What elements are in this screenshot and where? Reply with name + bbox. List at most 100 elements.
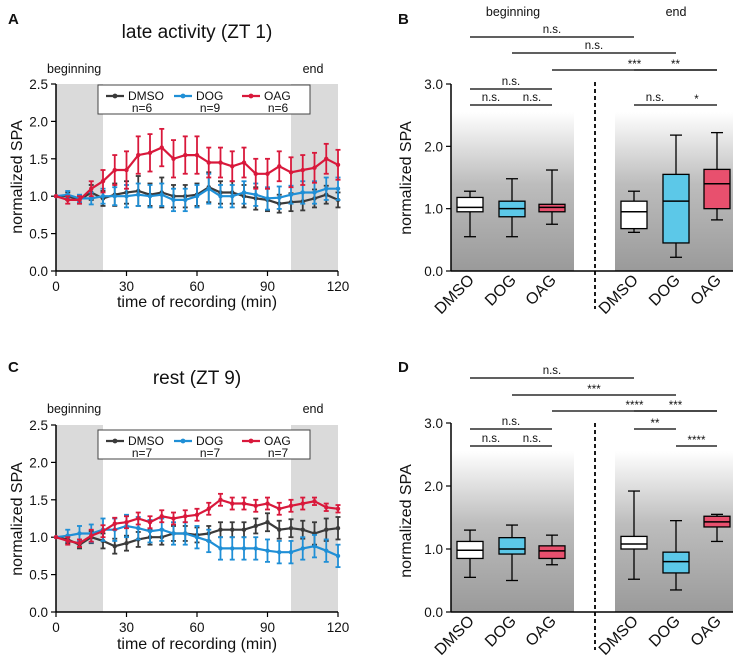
significance-label: * bbox=[694, 94, 699, 106]
y-tick-label: 2.0 bbox=[29, 114, 48, 129]
panel-c-end-label: end bbox=[303, 402, 324, 416]
data-point bbox=[194, 194, 200, 199]
data-point bbox=[241, 501, 247, 506]
data-point bbox=[112, 194, 117, 199]
significance-label: ** bbox=[651, 418, 660, 430]
box-iqr bbox=[538, 545, 566, 560]
box-iqr bbox=[620, 200, 648, 230]
data-point bbox=[159, 514, 164, 519]
data-point bbox=[53, 535, 59, 540]
data-point bbox=[159, 527, 164, 532]
panel-a: A late activity (ZT 1) beginning end nor… bbox=[8, 11, 349, 311]
data-point bbox=[206, 160, 211, 165]
panel-c-ylabel: normalized SPA bbox=[9, 462, 26, 576]
series-dog bbox=[53, 172, 341, 213]
x-tick-label: 90 bbox=[260, 279, 275, 294]
legend-n-dog: n=9 bbox=[200, 101, 221, 115]
y-tick-label: 0.0 bbox=[29, 605, 48, 620]
data-point bbox=[112, 167, 117, 173]
significance-label: n.s. bbox=[543, 365, 562, 377]
data-point bbox=[136, 152, 141, 158]
data-point bbox=[77, 531, 82, 536]
panel-c-beginning-label: beginning bbox=[47, 402, 101, 416]
significance-label: n.s. bbox=[502, 416, 521, 428]
category-label: OAG bbox=[688, 272, 725, 309]
data-point bbox=[324, 156, 329, 161]
data-point bbox=[194, 512, 200, 517]
category-label: DMSO bbox=[596, 272, 642, 318]
box-end-oag bbox=[703, 513, 731, 543]
box-end-dmso bbox=[620, 190, 648, 234]
box-beginning-oag bbox=[538, 534, 566, 566]
data-point bbox=[147, 529, 153, 534]
panel-c-xlabel: time of recording (min) bbox=[117, 636, 277, 653]
significance-label: *** bbox=[587, 384, 601, 396]
panel-a-letter: A bbox=[8, 11, 19, 28]
data-point bbox=[335, 506, 341, 511]
category-label: OAG bbox=[523, 272, 560, 309]
data-point bbox=[241, 190, 247, 195]
data-point bbox=[230, 194, 235, 199]
data-point bbox=[312, 165, 317, 170]
data-point bbox=[136, 516, 141, 521]
box-iqr bbox=[498, 537, 526, 555]
y-tick-label: 1.5 bbox=[29, 493, 48, 508]
data-point bbox=[100, 179, 106, 184]
data-point bbox=[124, 520, 129, 525]
y-tick-label: 0.0 bbox=[29, 264, 48, 279]
data-point bbox=[288, 526, 294, 531]
data-point bbox=[265, 548, 270, 553]
data-point bbox=[183, 197, 188, 203]
shaded-region bbox=[56, 425, 103, 612]
panel-c-plot: 0.00.51.01.52.02.50 30 60 90 120DMSOn=7DOGn=… bbox=[29, 418, 349, 635]
data-point bbox=[136, 526, 141, 531]
significance-label: n.s. bbox=[482, 433, 501, 445]
legend-marker bbox=[180, 93, 186, 99]
y-tick-label: 1.5 bbox=[29, 152, 48, 167]
series-oag bbox=[53, 127, 341, 205]
legend-n-oag: n=6 bbox=[268, 101, 289, 115]
y-tick-label: 0.0 bbox=[424, 605, 443, 620]
legend-box bbox=[97, 84, 311, 115]
box-end-dog bbox=[662, 134, 690, 258]
data-point bbox=[324, 505, 329, 510]
x-tick-label: 60 bbox=[189, 620, 204, 635]
data-point bbox=[230, 527, 235, 532]
data-point bbox=[124, 194, 129, 199]
data-point bbox=[288, 549, 294, 555]
data-point bbox=[288, 503, 294, 508]
data-point bbox=[171, 516, 176, 521]
data-point bbox=[147, 520, 153, 525]
legend-label-oag: OAG bbox=[264, 434, 291, 448]
y-tick-label: 2.5 bbox=[29, 77, 48, 92]
data-point bbox=[218, 497, 223, 502]
category-label: DOG bbox=[482, 272, 520, 310]
data-point bbox=[300, 546, 305, 551]
data-point bbox=[171, 197, 176, 203]
box-iqr bbox=[662, 173, 690, 244]
y-tick-label: 0.0 bbox=[424, 264, 443, 279]
y-tick-label: 2.5 bbox=[29, 418, 48, 433]
significance-label: **** bbox=[626, 400, 644, 412]
data-point bbox=[300, 527, 305, 532]
data-point bbox=[206, 186, 211, 191]
data-point bbox=[183, 152, 188, 158]
panel-a-plot: 0.00.51.01.52.02.50 30 60 90 120DMSOn=6DOGn=… bbox=[29, 77, 349, 294]
data-point bbox=[265, 501, 270, 506]
data-point bbox=[324, 548, 329, 553]
significance-label: *** bbox=[628, 59, 642, 71]
data-point bbox=[89, 186, 94, 191]
x-tick-label: 60 bbox=[189, 279, 204, 294]
data-point bbox=[124, 540, 129, 546]
significance-label: n.s. bbox=[646, 92, 665, 104]
legend-label-dog: DOG bbox=[196, 434, 223, 448]
category-label: DOG bbox=[646, 613, 684, 651]
data-point bbox=[277, 549, 282, 555]
data-point bbox=[194, 152, 200, 158]
category-label: DOG bbox=[646, 272, 684, 310]
category-label: OAG bbox=[688, 613, 725, 650]
data-point bbox=[230, 501, 235, 506]
box-end-dmso bbox=[620, 490, 648, 580]
